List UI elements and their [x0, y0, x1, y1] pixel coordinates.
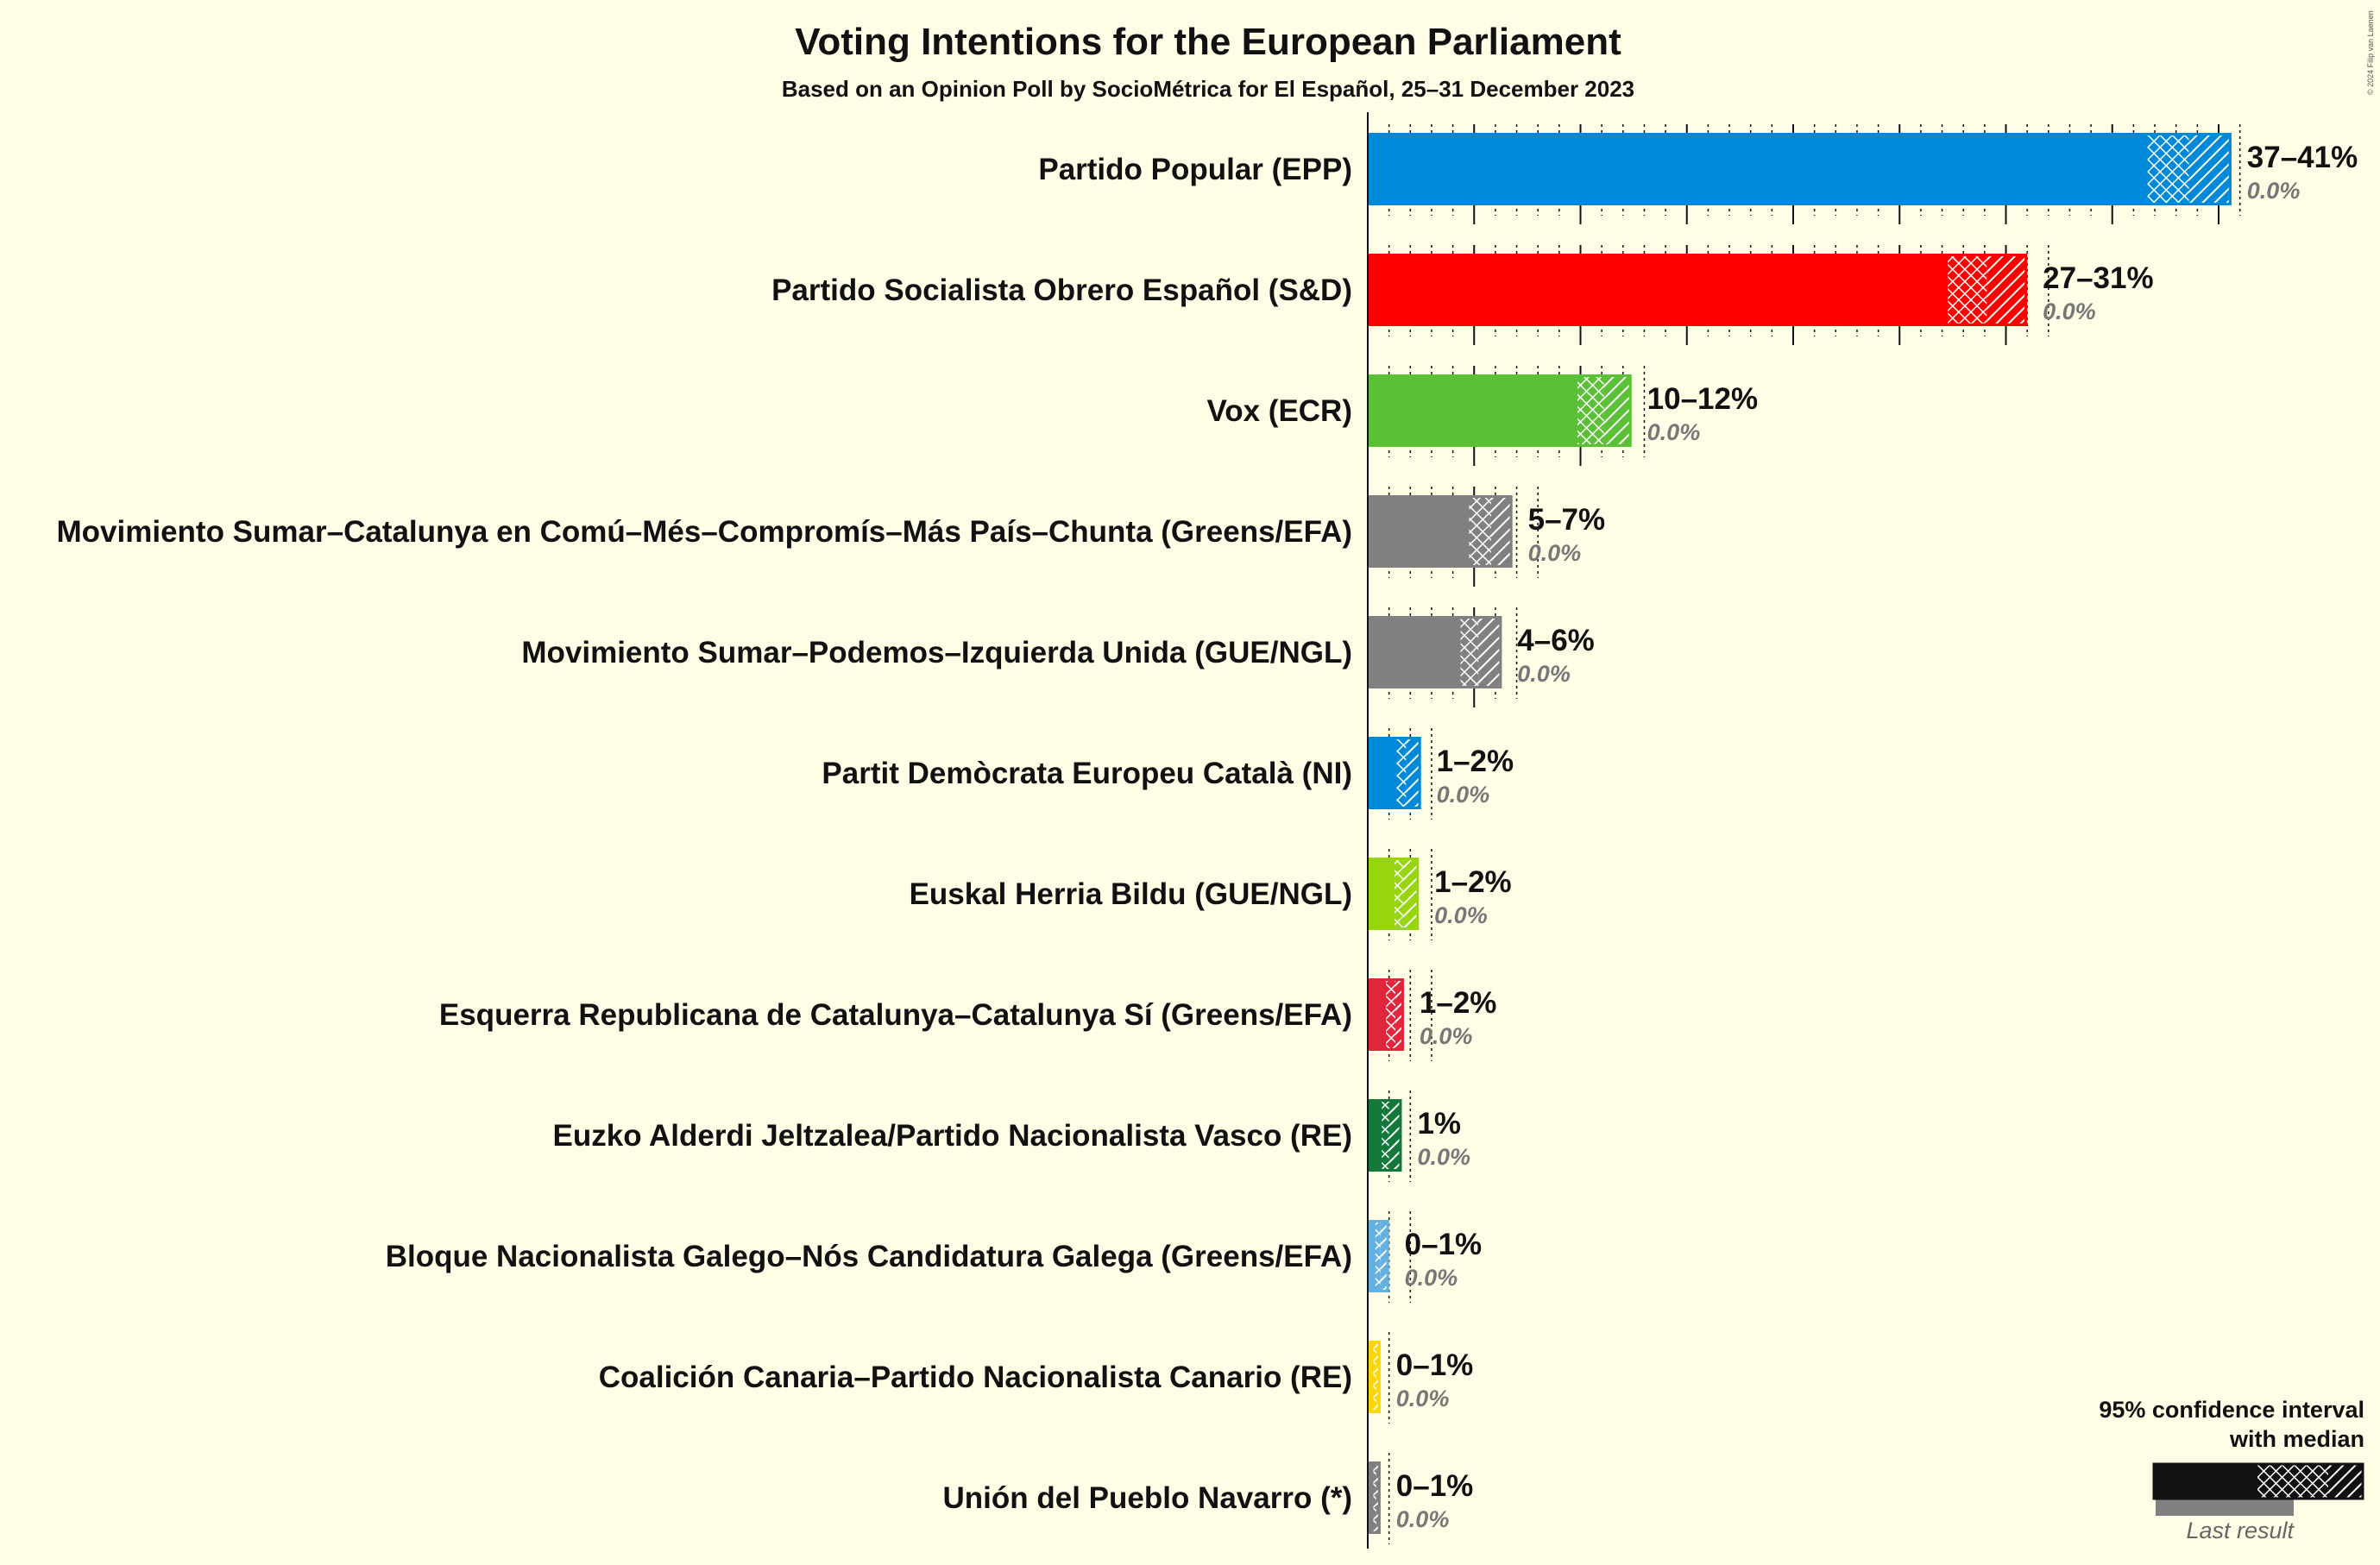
range-label: 5–7%: [1528, 503, 1606, 537]
range-label: 1–2%: [1437, 745, 1514, 778]
last-result-label: 0.0%: [1528, 540, 1582, 566]
legend: 95% confidence interval with median Last…: [2099, 1397, 2364, 1543]
legend-last-result-label: Last result: [2186, 1518, 2295, 1543]
bar-ci-lower-pattern: [1459, 616, 1478, 688]
bar-ci-upper-pattern: [2188, 133, 2231, 205]
party-label: Euskal Herria Bildu (GUE/NGL): [910, 877, 1352, 911]
bar-ci-upper-pattern: [1478, 616, 1502, 688]
range-label: 0–1%: [1396, 1469, 1474, 1503]
party-label: Vox (ECR): [1206, 394, 1352, 428]
last-result-label: 0.0%: [1647, 419, 1701, 445]
bar-solid: [1368, 374, 1577, 447]
party-label: Movimiento Sumar–Catalunya en Comú–Més–C…: [57, 515, 1353, 549]
bar-solid: [1368, 858, 1394, 930]
bar-solid: [1368, 133, 2146, 205]
grid-lines: [1389, 124, 2240, 1544]
bar-ci-lower-pattern: [1946, 254, 1986, 326]
party-label: Partido Popular (EPP): [1038, 153, 1352, 186]
last-result-label: 0.0%: [1396, 1506, 1450, 1532]
bar-ci-lower-pattern: [1394, 858, 1404, 930]
last-result-label: 0.0%: [2043, 299, 2096, 324]
legend-title-line1: 95% confidence interval: [2099, 1397, 2364, 1423]
last-result-label: 0.0%: [1405, 1265, 1458, 1291]
party-label: Bloque Nacionalista Galego–Nós Candidatu…: [386, 1240, 1352, 1273]
range-label: 10–12%: [1647, 382, 1758, 416]
bar-ci-lower-pattern: [1468, 495, 1491, 568]
range-label: 0–1%: [1405, 1228, 1483, 1261]
legend-solid: [2154, 1464, 2257, 1499]
range-label: 37–41%: [2247, 141, 2358, 174]
legend-crosshatch-pattern: [2257, 1464, 2328, 1499]
party-label: Coalición Canaria–Partido Nacionalista C…: [599, 1361, 1352, 1394]
party-label: Partido Socialista Obrero Español (S&D): [771, 273, 1352, 307]
bar-solid: [1368, 254, 1946, 326]
range-label: 4–6%: [1517, 624, 1595, 657]
bar-solid: [1368, 495, 1468, 568]
bar-solid: [1368, 978, 1385, 1051]
last-result-label: 0.0%: [1396, 1386, 1450, 1411]
bar-solid: [1368, 737, 1395, 809]
bar-solid: [1368, 1099, 1381, 1172]
party-label: Movimiento Sumar–Podemos–Izquierda Unida…: [521, 636, 1352, 669]
copyright-note: © 2024 Filip van Laenen: [2366, 10, 2375, 95]
chart-subtitle: Based on an Opinion Poll by SocioMétrica…: [782, 76, 1634, 102]
party-label: Partit Demòcrata Europeu Català (NI): [822, 757, 1352, 790]
range-label: 1%: [1417, 1107, 1461, 1141]
range-label: 27–31%: [2043, 261, 2153, 295]
bars-layer: [1368, 133, 2232, 1534]
party-label: Esquerra Republicana de Catalunya–Catalu…: [439, 998, 1352, 1032]
labels-layer: Partido Popular (EPP) 37–41% 0.0% Partido S…: [57, 141, 2358, 1532]
bar-ci-lower-pattern: [2146, 133, 2188, 205]
last-result-label: 0.0%: [1517, 661, 1571, 687]
bar-ci-lower-pattern: [1395, 737, 1406, 809]
last-result-label: 0.0%: [1420, 1023, 1473, 1049]
range-label: 1–2%: [1420, 986, 1497, 1020]
last-result-label: 0.0%: [1417, 1144, 1470, 1170]
bar-ci-lower-pattern: [1577, 374, 1604, 447]
last-result-label: 0.0%: [1434, 902, 1488, 928]
bar-ci-upper-pattern: [1491, 495, 1513, 568]
bar-ci-upper-pattern: [1604, 374, 1632, 447]
party-label: Unión del Pueblo Navarro (*): [943, 1481, 1353, 1515]
last-result-label: 0.0%: [1437, 782, 1490, 808]
legend-hatch: [2328, 1464, 2363, 1499]
bar-ci-lower-pattern: [1385, 978, 1395, 1051]
legend-title-line2: with median: [2229, 1426, 2364, 1452]
range-label: 0–1%: [1396, 1348, 1474, 1382]
chart-title: Voting Intentions for the European Parli…: [795, 21, 1621, 63]
bar-ci-upper-pattern: [1986, 254, 2027, 326]
bar-solid: [1368, 616, 1459, 688]
party-label: Euzko Alderdi Jeltzalea/Partido Nacional…: [553, 1119, 1353, 1153]
last-result-label: 0.0%: [2247, 178, 2301, 204]
range-label: 1–2%: [1434, 865, 1512, 899]
